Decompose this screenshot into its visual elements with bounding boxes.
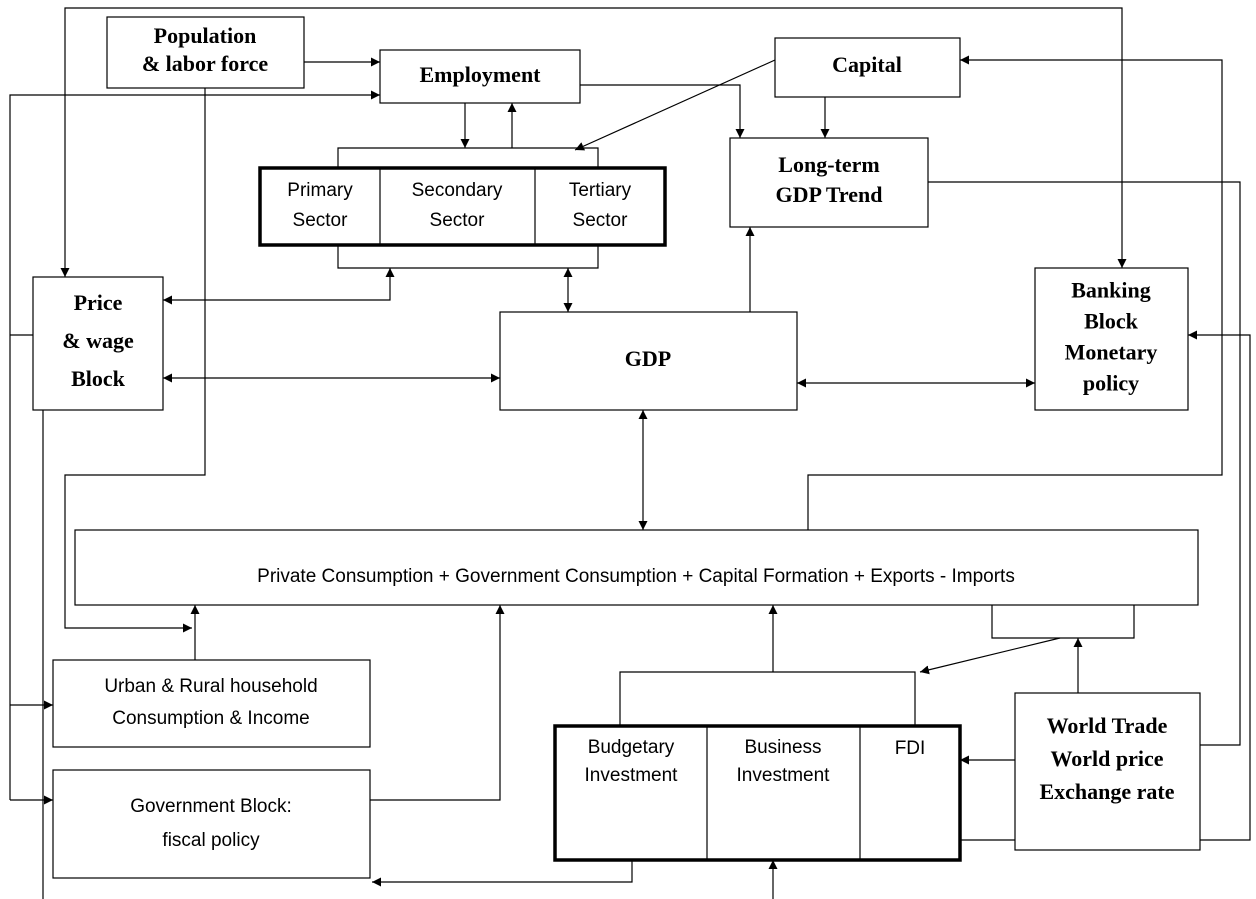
labels: Population & labor force Employment Capital… (62, 23, 1174, 851)
node-label: Monetary (1065, 340, 1158, 365)
node-label: Tertiary (569, 180, 632, 201)
node-label: Investment (585, 765, 679, 786)
node-label: Block (71, 366, 126, 391)
node-label: Price (74, 290, 123, 315)
node-label: Employment (420, 62, 542, 87)
boxes (32, 16, 1201, 879)
node-label: Business (744, 737, 821, 758)
node-label: Exchange rate (1039, 779, 1174, 804)
node-label: Banking (1071, 278, 1151, 303)
node-label: fiscal policy (162, 830, 260, 851)
node-label: Budgetary (588, 737, 675, 758)
node-label: FDI (895, 738, 926, 759)
node-label: Consumption & Income (112, 708, 310, 729)
node-label: Long-term (778, 152, 879, 177)
node-label: Sector (430, 210, 486, 231)
node-label: GDP Trend (776, 182, 883, 207)
node-label: Investment (737, 765, 831, 786)
node-label: Urban & Rural household (104, 676, 317, 697)
node-label: Sector (293, 210, 349, 231)
node-label: World Trade (1047, 713, 1168, 738)
node-label: Primary (287, 180, 353, 201)
node-label: & labor force (142, 51, 268, 76)
node-label: GDP (625, 346, 671, 371)
node-label: & wage (62, 328, 134, 353)
node-label: Sector (573, 210, 629, 231)
node-label: Government Block: (130, 796, 292, 817)
node-label: World price (1050, 746, 1163, 771)
node-label: Secondary (412, 180, 503, 201)
node-label: Private Consumption + Government Consump… (257, 566, 1015, 587)
node-label: Capital (832, 52, 902, 77)
node-label: Block (1084, 309, 1139, 334)
node-label: policy (1083, 371, 1139, 396)
connectors (9, 7, 1251, 899)
node-label: Population (154, 23, 257, 48)
